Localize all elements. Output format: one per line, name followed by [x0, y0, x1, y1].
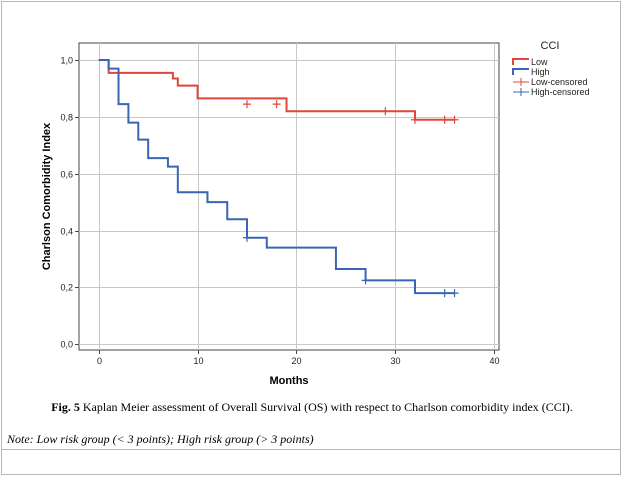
x-tick-label: 30	[390, 356, 400, 366]
legend-label-low-censored: Low-censored	[531, 77, 588, 87]
y-tick-label: 0,8	[60, 113, 73, 123]
censor-mark-low-censored	[411, 115, 419, 124]
censor-mark-high-censored	[243, 233, 251, 242]
divider	[1, 449, 621, 450]
y-tick-label: 0,0	[60, 340, 73, 350]
y-tick-label: 0,4	[60, 227, 73, 237]
y-tick-label: 1,0	[60, 56, 73, 66]
caption-label: Fig. 5	[51, 400, 80, 414]
legend-label-high-censored: High-censored	[531, 87, 590, 97]
legend-swatch-high-censored	[513, 88, 529, 96]
y-tick-label: 0,6	[60, 170, 73, 180]
figure-caption: Fig. 5 Kaplan Meier assessment of Overal…	[8, 400, 616, 414]
y-tick-label: 0,2	[60, 283, 73, 293]
grid-lines	[79, 43, 499, 350]
legend-swatch-low	[512, 58, 529, 65]
x-tick-label: 10	[193, 356, 203, 366]
legend-swatch-high	[512, 68, 529, 75]
censor-mark-high-censored	[440, 289, 449, 298]
legend-label-high: High	[531, 67, 550, 77]
y-axis-title: Charlson Comorbidity Index	[41, 122, 53, 270]
legend-swatch-low-censored	[513, 78, 529, 86]
x-tick-label: 0	[97, 356, 102, 366]
km-chart: 0 10 20 30 40 0,0 0,2 0,4 0,6 0,8 1,0 Months Charl…	[41, 40, 590, 387]
censor-mark-low-censored	[272, 100, 281, 109]
caption-text: Kaplan Meier assessment of Overall Survi…	[79, 400, 573, 414]
x-tick-label: 20	[291, 356, 301, 366]
series-layer	[98, 59, 459, 298]
censor-mark-high-censored	[450, 289, 459, 298]
series-line-low	[98, 59, 455, 121]
legend-title: CCI	[541, 40, 560, 52]
censor-mark-high-censored	[361, 276, 370, 285]
censor-mark-low-censored	[381, 107, 390, 116]
censor-mark-low-censored	[450, 115, 459, 124]
plot-area	[78, 42, 500, 351]
x-axis-title: Months	[269, 375, 308, 387]
series-line-high	[98, 59, 455, 295]
x-tick-label: 40	[489, 356, 499, 366]
axis-ticks: 0 10 20 30 40 0,0 0,2 0,4 0,6 0,8 1,0	[60, 56, 499, 367]
censor-mark-low-censored	[440, 115, 449, 124]
legend-label-low: Low	[531, 57, 548, 67]
figure-note: Note: Low risk group (< 3 points); High …	[7, 432, 314, 446]
censor-mark-low-censored	[243, 100, 251, 109]
